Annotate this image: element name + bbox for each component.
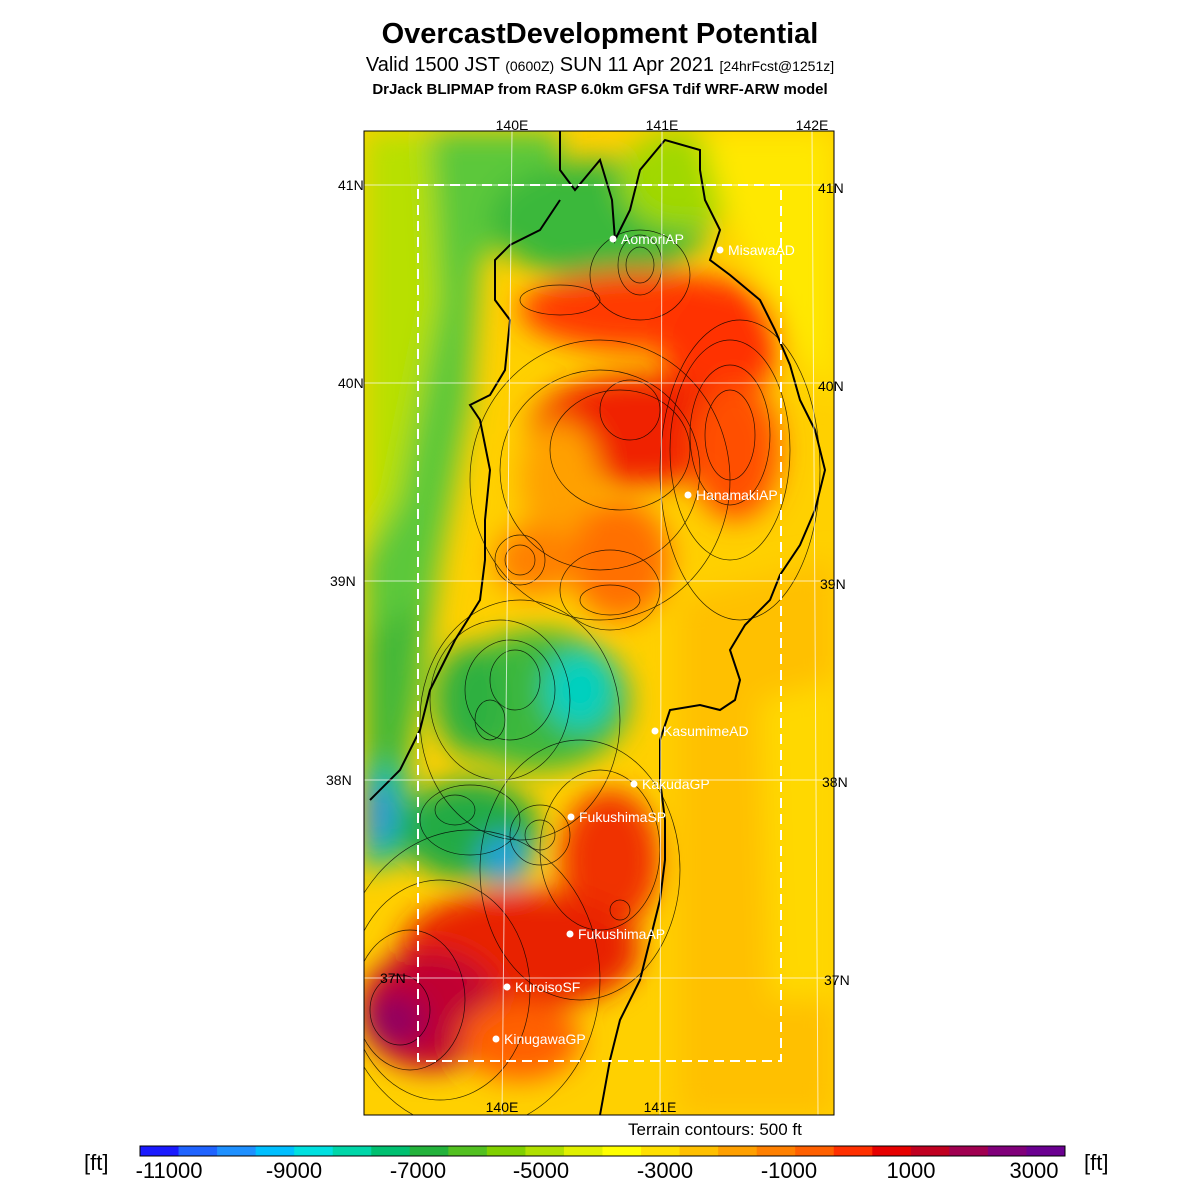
lat-label-right: 41N (818, 180, 844, 196)
lon-label-top: 142E (796, 117, 829, 133)
station-label: MisawaAD (728, 242, 795, 258)
lat-label-right: 39N (820, 576, 846, 592)
colorbar-swatch (371, 1146, 411, 1156)
colorbar-swatch (910, 1146, 950, 1156)
lat-label-left: 40N (338, 375, 364, 391)
station-dot (567, 813, 575, 821)
station-dot (566, 930, 574, 938)
colorbar-swatch (448, 1146, 488, 1156)
colorbar-swatch (255, 1146, 295, 1156)
valid-time-line: Valid 1500 JST (0600Z) SUN 11 Apr 2021 [… (0, 54, 1200, 77)
colorbar-unit-right: [ft] (1084, 1150, 1109, 1175)
colorbar-swatch (217, 1146, 257, 1156)
lat-label-left: 39N (330, 573, 356, 589)
station-dot (651, 727, 659, 735)
colorbar-swatch (602, 1146, 642, 1156)
colorbar-tick-label: -11000 (135, 1158, 203, 1183)
station-label: KuroisoSF (515, 979, 580, 995)
colorbar-tick-label: 1000 (886, 1158, 936, 1183)
station-label: FukushimaSP (579, 809, 666, 825)
axis-labels: 140E 141E 142E 140E 141E 41N 40N 39N 38N… (326, 117, 850, 1115)
station-dot (492, 1035, 500, 1043)
colorbar-swatch (718, 1146, 758, 1156)
station-label: HanamakiAP (696, 487, 778, 503)
colorbar-swatch (949, 1146, 989, 1156)
colorbar-swatch (563, 1146, 603, 1156)
map-frame (363, 130, 835, 1116)
station-label: AomoriAP (621, 231, 684, 247)
colorbar-swatch (872, 1146, 912, 1156)
colorbar-swatch (833, 1146, 873, 1156)
lon-label-bottom: 141E (644, 1099, 677, 1115)
colorbar-swatch (641, 1146, 681, 1156)
terrain-note: Terrain contours: 500 ft (628, 1120, 802, 1139)
lat-label-left: 37N (380, 970, 406, 986)
colorbar-swatch (140, 1146, 180, 1156)
station-label: KinugawaGP (504, 1031, 586, 1047)
valid-prefix: Valid 1500 JST (365, 54, 500, 76)
colorbar-tick-label: -5000 (512, 1158, 570, 1183)
terrain-contours (364, 229, 821, 1115)
forecast-info: [24hrFcst@1251z] (719, 58, 835, 74)
lat-label-left: 41N (338, 177, 364, 193)
station-label: KasumimeAD (663, 723, 749, 739)
station-label: KakudaGP (642, 776, 710, 792)
colorbar-unit-left: [ft] (84, 1150, 109, 1175)
lon-label-bottom: 140E (486, 1099, 519, 1115)
colorbar-swatch (332, 1146, 372, 1156)
station-label: FukushimaAP (578, 926, 665, 942)
potential-field (364, 131, 834, 1115)
station-dot (503, 983, 511, 991)
valid-zulu: (0600Z) (505, 58, 555, 74)
colorbar-tick-label: -1000 (760, 1158, 818, 1183)
stations: AomoriAP MisawaAD HanamakiAP KasumimeAD … (492, 231, 795, 1047)
colorbar-swatch (1026, 1146, 1066, 1156)
lon-label-top: 140E (496, 117, 529, 133)
valid-date: SUN 11 Apr 2021 (559, 54, 714, 76)
lat-label-right: 38N (822, 774, 848, 790)
model-info: DrJack BLIPMAP from RASP 6.0km GFSA Tdif… (372, 81, 828, 98)
lon-label-top: 141E (646, 117, 679, 133)
station-dot (609, 235, 617, 243)
colorbar-border (139, 1145, 1066, 1157)
colorbar-tick-label: 3000 (1009, 1158, 1059, 1183)
colorbar-tick-label: -3000 (636, 1158, 694, 1183)
colorbar-swatch (294, 1146, 334, 1156)
lat-label-right: 37N (824, 972, 850, 988)
colorbar-swatch (679, 1146, 719, 1156)
station-dot (630, 780, 638, 788)
domain-box (417, 184, 782, 1062)
colorbar-swatch (525, 1146, 565, 1156)
station-dot (684, 491, 692, 499)
colorbar (139, 1145, 1066, 1157)
colorbar-swatch (486, 1146, 526, 1156)
lat-label-left: 38N (326, 772, 352, 788)
colorbar-swatch (178, 1146, 218, 1156)
colorbar-tick-label: -9000 (265, 1158, 323, 1183)
chart-title: OvercastDevelopment Potential (381, 18, 819, 50)
colorbar-swatch (795, 1146, 835, 1156)
colorbar-swatch (409, 1146, 449, 1156)
lat-label-right: 40N (818, 378, 844, 394)
colorbar-tick-label: -7000 (389, 1158, 447, 1183)
colorbar-swatch (987, 1146, 1027, 1156)
coastline (369, 131, 827, 1115)
colorbar-swatch (756, 1146, 796, 1156)
station-dot (716, 246, 724, 254)
